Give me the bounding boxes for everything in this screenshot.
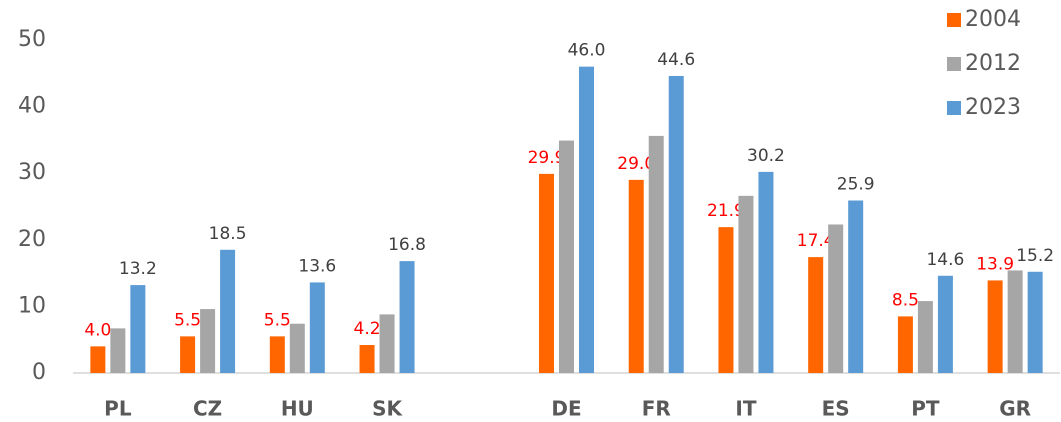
- bar: [1007, 270, 1023, 373]
- x-tick-label: HU: [281, 397, 314, 421]
- bar: [718, 227, 734, 373]
- value-label: 21.9: [707, 201, 745, 221]
- bar: [628, 179, 644, 373]
- bar: [758, 171, 774, 373]
- bar: [180, 336, 196, 373]
- value-label: 4.0: [84, 320, 111, 340]
- value-label: 8.5: [892, 290, 919, 310]
- bar: [130, 285, 146, 373]
- x-tick-label: FR: [642, 397, 671, 421]
- value-label: 13.6: [298, 256, 336, 276]
- legend-swatch: [947, 57, 961, 71]
- bar: [668, 75, 684, 374]
- value-label: 29.9: [528, 148, 566, 168]
- y-tick-label: 20: [18, 227, 46, 252]
- value-label: 30.2: [747, 146, 785, 166]
- bar: [1027, 271, 1043, 373]
- x-tick-label: PL: [104, 397, 132, 421]
- bar: [808, 257, 824, 373]
- value-label: 14.6: [926, 250, 964, 270]
- legend-swatch: [947, 101, 961, 115]
- bar: [579, 66, 594, 373]
- y-tick-label: 50: [18, 27, 46, 52]
- value-label: 15.2: [1016, 246, 1054, 266]
- bar: [738, 195, 754, 373]
- legend-label: 2004: [965, 7, 1021, 32]
- bar: [828, 224, 844, 373]
- bar: [379, 314, 395, 373]
- legend-label: 2023: [965, 95, 1021, 120]
- bar: [200, 309, 216, 373]
- value-label: 17.4: [797, 231, 835, 251]
- legend-label: 2012: [965, 51, 1021, 76]
- bar: [269, 336, 285, 373]
- bar: [399, 261, 415, 373]
- bar: [937, 275, 953, 373]
- bar: [987, 280, 1003, 373]
- bar: [309, 282, 325, 373]
- bar: [220, 249, 236, 373]
- bar: [90, 346, 106, 373]
- bar: [289, 323, 305, 373]
- bar: [917, 301, 933, 373]
- x-tick-label: DE: [551, 397, 581, 421]
- value-label: 13.2: [119, 259, 157, 279]
- y-tick-label: 30: [18, 160, 46, 185]
- legend-swatch: [947, 13, 961, 27]
- bar: [539, 173, 554, 373]
- bar: [848, 200, 864, 373]
- bar: [559, 140, 574, 373]
- bar: [897, 316, 913, 373]
- bar: [110, 328, 126, 373]
- x-tick-label: PT: [911, 397, 940, 421]
- value-label: 5.5: [174, 310, 201, 330]
- value-label: 25.9: [837, 175, 875, 195]
- value-label: 18.5: [209, 224, 247, 244]
- x-tick-label: GR: [999, 397, 1031, 421]
- value-label: 4.2: [354, 319, 381, 339]
- value-label: 16.8: [388, 235, 426, 255]
- x-tick-label: CZ: [193, 397, 222, 421]
- x-tick-label: SK: [372, 397, 403, 421]
- value-label: 46.0: [568, 41, 606, 61]
- bar: [359, 345, 375, 373]
- y-tick-label: 40: [18, 94, 46, 119]
- value-label: 29.0: [617, 154, 655, 174]
- x-tick-label: ES: [822, 397, 850, 421]
- value-label: 44.6: [657, 50, 695, 70]
- x-tick-label: IT: [735, 397, 756, 421]
- value-label: 13.9: [976, 254, 1014, 274]
- y-tick-label: 10: [18, 293, 46, 318]
- value-label: 5.5: [264, 310, 291, 330]
- bar: [648, 135, 664, 373]
- y-tick-label: 0: [32, 360, 46, 385]
